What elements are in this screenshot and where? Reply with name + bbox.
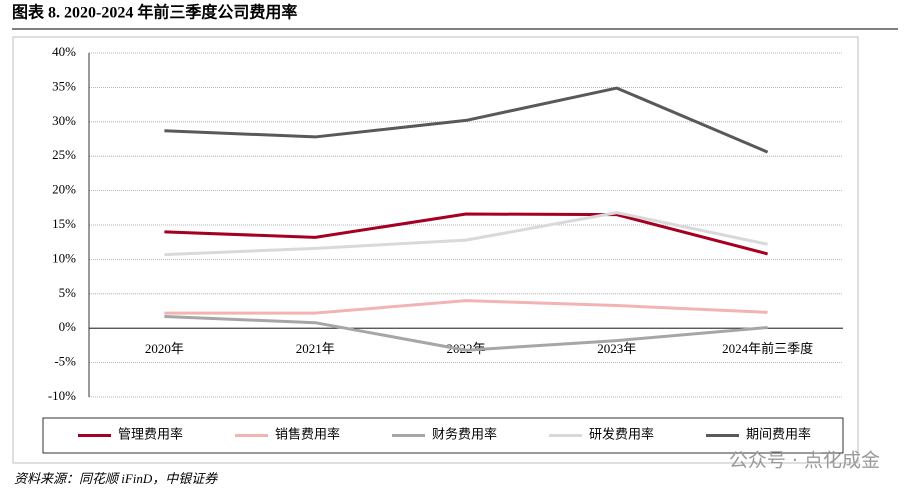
- chart-title: 图表 8. 2020-2024 年前三季度公司费用率: [12, 3, 297, 22]
- y-tick-label: 40%: [52, 44, 76, 59]
- legend-label: 销售费用率: [275, 426, 340, 441]
- y-tick-label: -5%: [54, 354, 76, 369]
- series-line: [164, 315, 768, 352]
- x-tick-label: 2022年: [446, 341, 485, 356]
- series-line: [164, 299, 768, 315]
- y-tick-label: 0%: [59, 319, 77, 334]
- legend-label: 研发费用率: [589, 426, 654, 441]
- y-tick-label: 20%: [52, 182, 76, 197]
- series-line: [164, 86, 769, 154]
- chart-frame: [12, 36, 859, 464]
- watermark: 公众号 · 点化成金: [729, 450, 880, 472]
- x-tick-label: 2020年: [145, 341, 184, 356]
- x-tick-label: 2021年: [296, 341, 335, 356]
- x-tick-label: 2024年前三季度: [722, 341, 813, 356]
- legend-box: [42, 417, 844, 454]
- source-note: 资料来源：同花顺 iFinD，中银证券: [14, 471, 218, 486]
- y-tick-label: 15%: [52, 216, 76, 231]
- x-tick-label: 2023年: [597, 341, 636, 356]
- series-line: [164, 211, 768, 257]
- y-tick-label: 10%: [52, 250, 76, 265]
- series-line: [164, 212, 768, 256]
- y-tick-label: -10%: [48, 388, 76, 403]
- y-tick-label: 5%: [59, 285, 77, 300]
- y-tick-label: 25%: [52, 147, 76, 162]
- legend-label: 期间费用率: [746, 426, 811, 441]
- y-tick-label: 30%: [52, 113, 76, 128]
- legend-label: 财务费用率: [432, 426, 497, 441]
- legend-label: 管理费用率: [118, 426, 183, 441]
- y-tick-label: 35%: [52, 78, 76, 93]
